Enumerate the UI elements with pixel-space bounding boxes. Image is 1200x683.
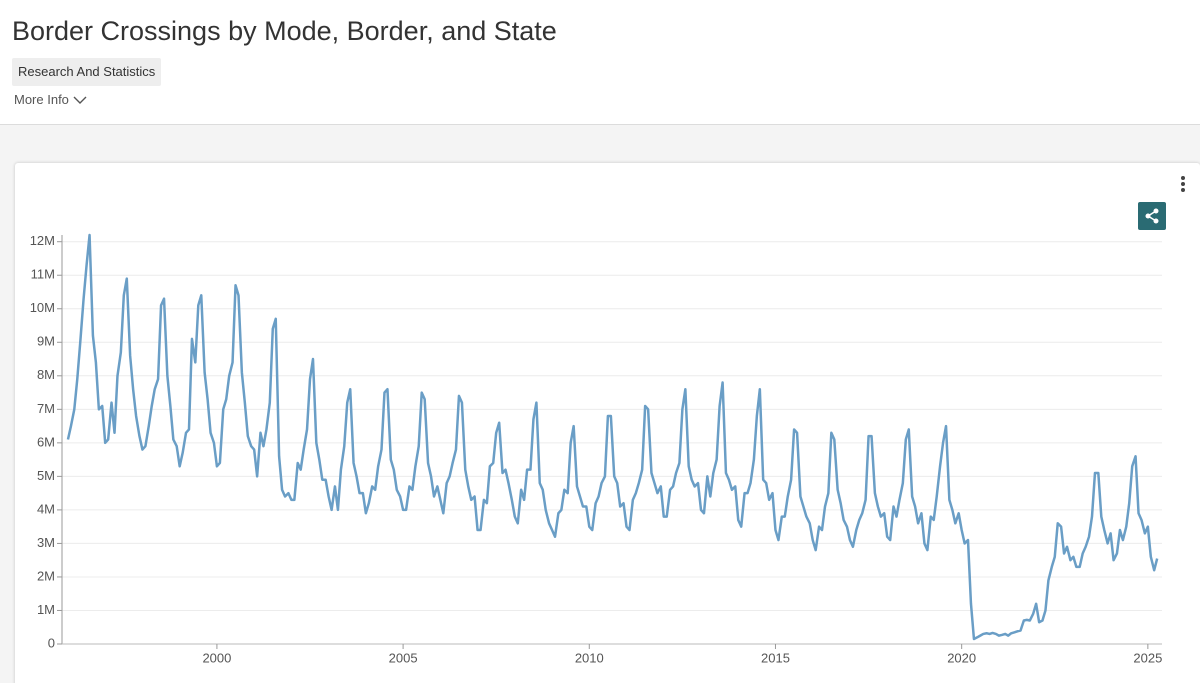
x-tick-label: 2020 xyxy=(947,650,976,665)
y-tick-label: 9M xyxy=(37,334,55,349)
chevron-icon xyxy=(73,96,87,104)
more-info-label[interactable]: More Info xyxy=(14,92,69,107)
x-tick-label: 2010 xyxy=(575,650,604,665)
x-tick-label: 2025 xyxy=(1133,650,1162,665)
share-button[interactable] xyxy=(1138,202,1166,230)
share-icon xyxy=(1145,208,1159,224)
x-tick-label: 2000 xyxy=(202,650,231,665)
menu-button[interactable] xyxy=(1176,174,1190,194)
y-tick-label: 7M xyxy=(37,401,55,416)
y-tick-label: 4M xyxy=(37,501,55,516)
y-tick-label: 11M xyxy=(31,267,55,282)
page-title: Border Crossings by Mode, Border, and St… xyxy=(12,16,557,46)
y-tick-label: 1M xyxy=(37,602,55,617)
x-tick-label: 2005 xyxy=(389,650,418,665)
x-tick-label: 2015 xyxy=(761,650,790,665)
y-tick-label: 6M xyxy=(37,434,55,449)
category-tag[interactable]: Research And Statistics xyxy=(12,58,162,86)
more-info[interactable]: More Info xyxy=(14,92,87,107)
y-tick-label: 3M xyxy=(37,535,55,550)
data-line xyxy=(66,233,1159,641)
y-tick-label: 0 xyxy=(48,635,55,650)
y-tick-label: 8M xyxy=(37,367,55,382)
y-tick-label: 5M xyxy=(37,468,55,483)
y-tick-label: 12M xyxy=(30,233,55,248)
y-tick-label: 10M xyxy=(30,300,55,315)
y-tick-label: 2M xyxy=(37,568,55,583)
